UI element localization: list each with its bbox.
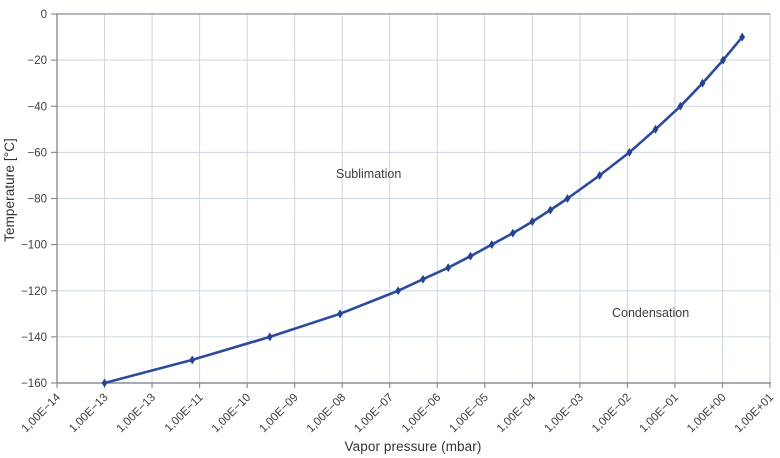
plot-axes <box>51 13 771 388</box>
data-point-marker <box>699 78 706 88</box>
data-point-marker <box>652 124 659 134</box>
y-tick-label: −160 <box>21 378 47 390</box>
x-tick-label: 1,00E−13 <box>67 392 111 436</box>
y-tick-label: −120 <box>21 286 47 298</box>
data-point-marker <box>395 286 402 296</box>
x-tick-label: 1,00E−09 <box>257 392 301 436</box>
x-tick-label: 1,00E−04 <box>495 391 539 435</box>
x-tick-label: 1,00E−13 <box>115 392 159 436</box>
annotation-condensation: Condensation <box>612 306 689 320</box>
data-point-marker <box>596 171 603 180</box>
axis-tick-labels: 1,00E−14 1,00E−13 1,00E−13 1,00E−11 1,00E−10… <box>20 9 777 435</box>
y-tick-label: −80 <box>27 194 47 206</box>
y-tick-label: −20 <box>27 55 47 67</box>
x-tick-label: 1,00E+00 <box>685 392 729 436</box>
data-point-marker <box>547 205 554 215</box>
x-tick-label: 1,00E−03 <box>542 392 586 436</box>
x-tick-label: 1,00E−10 <box>210 392 254 436</box>
data-point-marker <box>529 217 536 226</box>
data-point-marker <box>189 355 196 365</box>
x-tick-label: 1,00E−01 <box>638 392 682 436</box>
x-tick-label: 1,00E−06 <box>400 392 444 436</box>
y-tick-label: −60 <box>27 147 47 159</box>
vapor-pressure-curve <box>101 32 746 388</box>
x-tick-label: 1,00E+01 <box>733 392 777 436</box>
x-tick-label: 1,00E−05 <box>447 392 491 436</box>
annotation-sublimation: Sublimation <box>336 167 401 181</box>
data-point-marker <box>101 378 108 388</box>
y-tick-label: −100 <box>21 240 47 252</box>
x-tick-label: 1,00E−08 <box>305 392 349 436</box>
plot-grid <box>57 14 771 383</box>
data-point-marker <box>488 240 495 250</box>
data-point-marker <box>467 251 474 261</box>
y-tick-label: −140 <box>21 332 47 344</box>
y-tick-label: −40 <box>27 101 47 113</box>
data-point-marker <box>720 55 726 65</box>
x-axis-title: Vapor pressure (mbar) <box>345 439 482 454</box>
data-point-marker <box>445 263 452 273</box>
x-tick-label: 1,00E−14 <box>20 391 64 435</box>
y-axis-title: Temperature [°C] <box>2 138 17 242</box>
x-tick-label: 1,00E−07 <box>352 392 396 436</box>
data-point-marker <box>677 101 684 111</box>
data-point-marker <box>509 228 516 238</box>
data-point-marker <box>266 332 273 342</box>
data-point-marker <box>626 147 633 157</box>
y-tick-label: 0 <box>41 9 47 21</box>
x-tick-label: 1,00E−02 <box>590 392 634 436</box>
data-point-marker <box>564 194 571 203</box>
x-tick-label: 1,00E−11 <box>163 392 206 435</box>
data-point-marker <box>739 32 746 42</box>
data-point-marker <box>420 274 426 284</box>
data-point-marker <box>337 309 343 319</box>
curve-line <box>103 35 744 385</box>
